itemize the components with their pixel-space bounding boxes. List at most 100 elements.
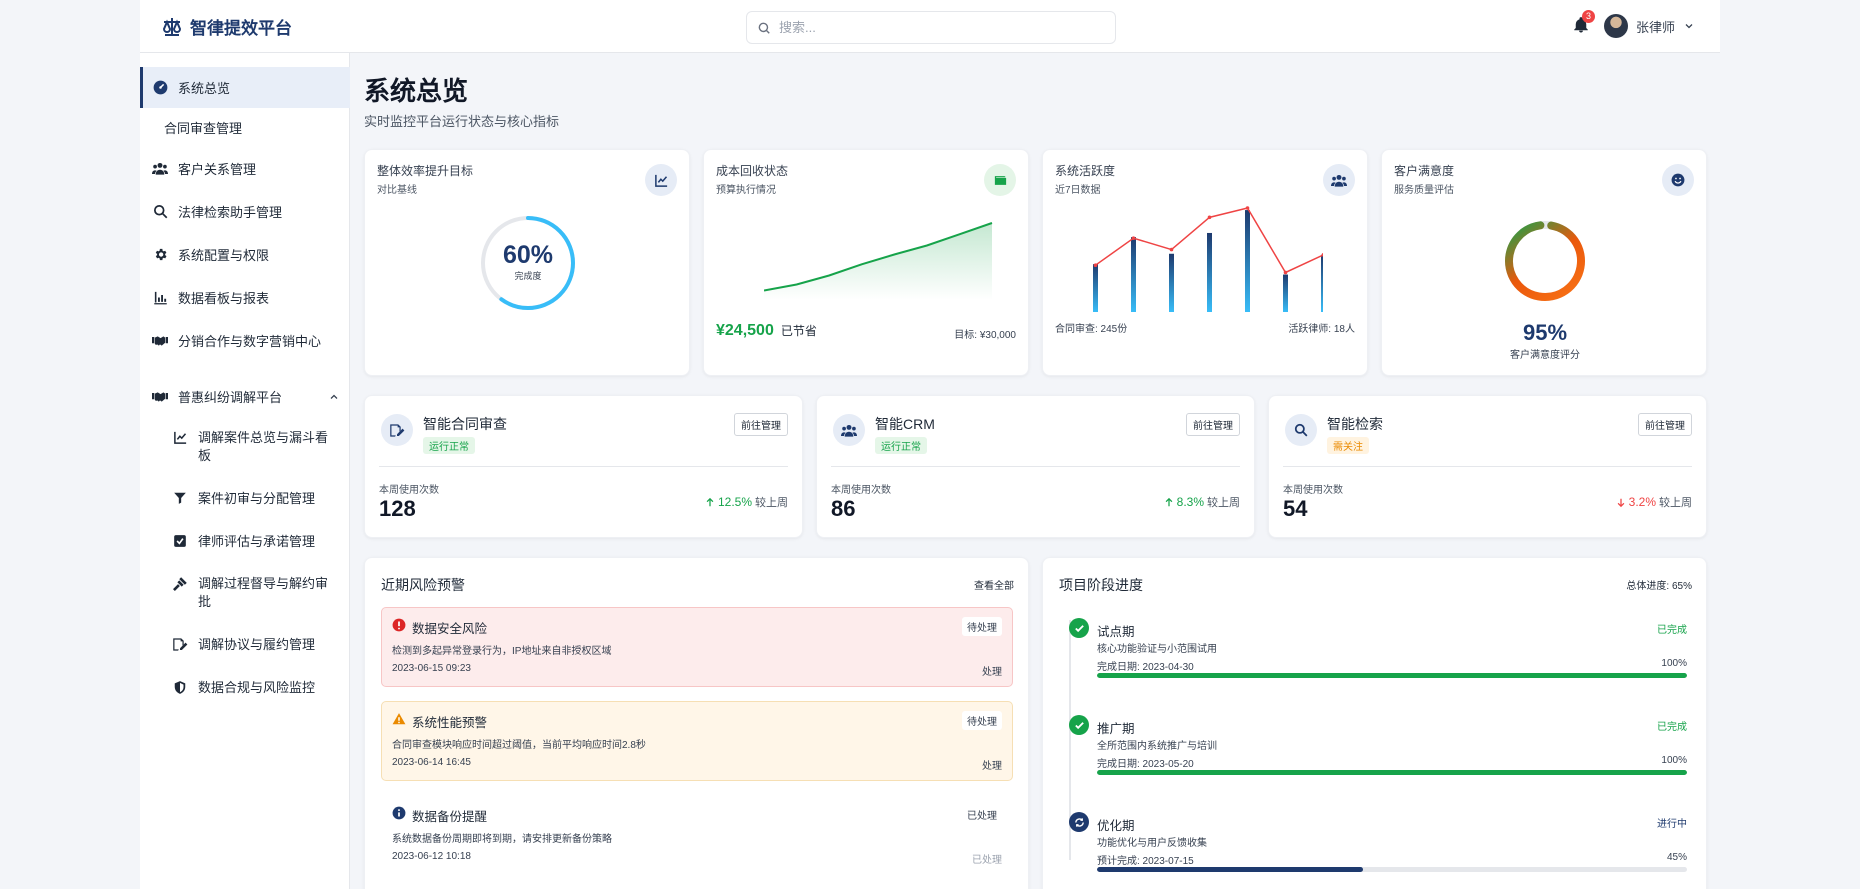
project-panel: 项目阶段进度 总体进度: 65% 试点期 已完成 核心功能验证与小范围试用 完成… [1042,557,1707,889]
notification-button[interactable]: 3 [1572,10,1595,36]
gear-icon [152,247,168,263]
brand[interactable]: 智律提效平台 [160,14,292,39]
search-icon [758,22,770,34]
status-badge: 运行正常 [875,437,927,454]
module-name: 智能CRM [875,416,935,432]
alert-title: 数据安全风险 [412,622,488,636]
manage-button[interactable]: 前往管理 [734,413,788,436]
activity-bar [1131,237,1136,312]
sidebar-item-settings[interactable]: 系统配置与权限 [140,245,350,264]
search-icon [152,204,168,220]
usage-trend: 3.2% 较上周 [1616,494,1692,510]
chevron-up-icon[interactable] [328,391,340,403]
sidebar-subitem-agreements[interactable]: 调解协议与履约管理 [140,636,350,654]
activity-bar [1283,274,1288,312]
stage-name: 推广期 [1097,722,1135,736]
stage-date: 预计完成: 2023-07-15 [1097,856,1194,867]
activity-bar [1207,232,1212,312]
sidebar-subitem-compliance[interactable]: 数据合规与风险监控 [140,679,350,697]
manage-button[interactable]: 前往管理 [1186,413,1240,436]
divider [1283,466,1692,467]
alert-status-badge: 待处理 [962,711,1002,730]
sidebar-group-mediation[interactable]: 普惠纠纷调解平台 [140,387,350,406]
sidebar-item-reports[interactable]: 数据看板与报表 [140,288,350,307]
sidebar-item-distribution[interactable]: 分销合作与数字营销中心 [140,331,350,350]
usage-trend: 12.5% 较上周 [705,494,788,510]
check-icon [1069,618,1089,638]
line-chart-icon [172,429,188,445]
arrow-up-icon [1165,497,1172,506]
alert-desc: 合同审查模块响应时间超过阈值，当前平均响应时间2.8秒 [392,740,646,751]
scales-icon [162,17,182,36]
lawyers-label: 活跃律师: 18人 [1288,324,1355,335]
alert-handle-button[interactable]: 处理 [982,667,1002,678]
sidebar-subitem-label: 数据合规与风险监控 [198,680,316,695]
view-all-link[interactable]: 查看全部 [974,581,1014,592]
arrow-down-icon [1617,498,1624,507]
search-input[interactable] [779,20,1099,35]
alert-time: 2023-06-12 10:18 [392,851,471,862]
stage-percent: 100% [1661,755,1687,766]
sidebar-subitem-initial-review[interactable]: 案件初审与分配管理 [140,490,350,508]
sidebar-subitem-case-overview[interactable]: 调解案件总览与漏斗看板 [140,429,350,465]
stage-progress-track [1097,673,1687,678]
warning-triangle-icon [392,713,406,725]
info-icon [392,806,406,820]
activity-card: 系统活跃度 近7日数据 合同审查: 245份 活跃律师: 18人 [1042,149,1368,376]
stage-desc: 核心功能验证与小范围试用 [1097,644,1217,655]
divider [831,466,1240,467]
sidebar-item-label: 数据看板与报表 [178,291,270,306]
sidebar-item-crm[interactable]: 客户关系管理 [140,159,350,178]
chevron-down-icon [1685,24,1693,29]
user-menu[interactable]: 张律师 [1604,14,1695,38]
alert-item[interactable]: 系统性能预警 合同审查模块响应时间超过阈值，当前平均响应时间2.8秒 2023-… [381,701,1013,781]
alert-item[interactable]: 数据备份提醒 系统数据备份周期即将到期，请安排更新备份策略 2023-06-12… [381,795,1013,875]
alert-time: 2023-06-14 16:45 [392,757,471,768]
search-box [746,11,1116,44]
status-badge: 需关注 [1327,437,1369,454]
card-icon [645,164,677,196]
check-square-icon [172,533,188,549]
filter-icon [172,490,188,506]
activity-point [1283,270,1288,275]
sidebar-subitem-label: 调解协议与履约管理 [198,637,316,652]
smile-icon [1671,173,1685,187]
sidebar-subitem-supervision[interactable]: 调解过程督导与解约审批 [140,575,350,611]
alert-status-badge: 待处理 [962,617,1002,636]
top-bar: 智律提效平台 3 张律师 [140,0,1720,53]
sidebar-item-label: 法律检索助手管理 [178,205,283,220]
alert-handled-label: 已处理 [972,855,1002,866]
panel-title: 项目阶段进度 [1059,577,1143,593]
trend-compare: 较上周 [755,497,788,509]
user-name: 张律师 [1636,19,1676,35]
usage-value: 54 [1283,496,1308,521]
stage-progress-track [1097,867,1687,872]
alert-desc: 检测到多起异常登录行为，IP地址来自非授权区域 [392,646,612,657]
sidebar-item-legal-search[interactable]: 法律检索助手管理 [140,202,350,221]
cost-amount-label: 已节省 [780,324,817,338]
activity-point [1207,215,1212,220]
sidebar-item-contracts[interactable]: 合同审查管理 [140,118,350,137]
manage-button[interactable]: 前往管理 [1638,413,1692,436]
activity-point [1321,253,1323,257]
page-subtitle: 实时监控平台运行状态与核心指标 [364,114,560,129]
signature-icon [172,636,188,652]
module-card-contract: 智能合同审查 运行正常 前往管理 本周使用次数 128 12.5% 较上周 [364,395,803,538]
timeline-line [1069,620,1071,860]
alert-title: 数据备份提醒 [412,810,488,824]
stage-date: 完成日期: 2023-04-30 [1097,662,1194,673]
stage-percent: 100% [1661,658,1687,669]
cost-target: 目标: ¥30,000 [954,330,1016,341]
sidebar-item-overview[interactable]: 系统总览 [140,67,350,108]
activity-bar [1245,210,1250,312]
trend-value: 12.5% [717,495,752,509]
cost-card: 成本回收状态 预算执行情况 ¥24,500 已节省 目标: ¥30,000 [703,149,1029,376]
alert-handle-button[interactable]: 处理 [982,761,1002,772]
activity-point [1093,263,1098,267]
panel-title: 近期风险预警 [381,577,465,593]
card-title: 整体效率提升目标 [377,164,474,178]
stage-name: 优化期 [1097,819,1135,833]
sidebar-subitem-lawyer-eval[interactable]: 律师评估与承诺管理 [140,533,350,551]
stage-progress-fill [1097,770,1687,775]
alert-item[interactable]: 数据安全风险 检测到多起异常登录行为，IP地址来自非授权区域 2023-06-1… [381,607,1013,687]
